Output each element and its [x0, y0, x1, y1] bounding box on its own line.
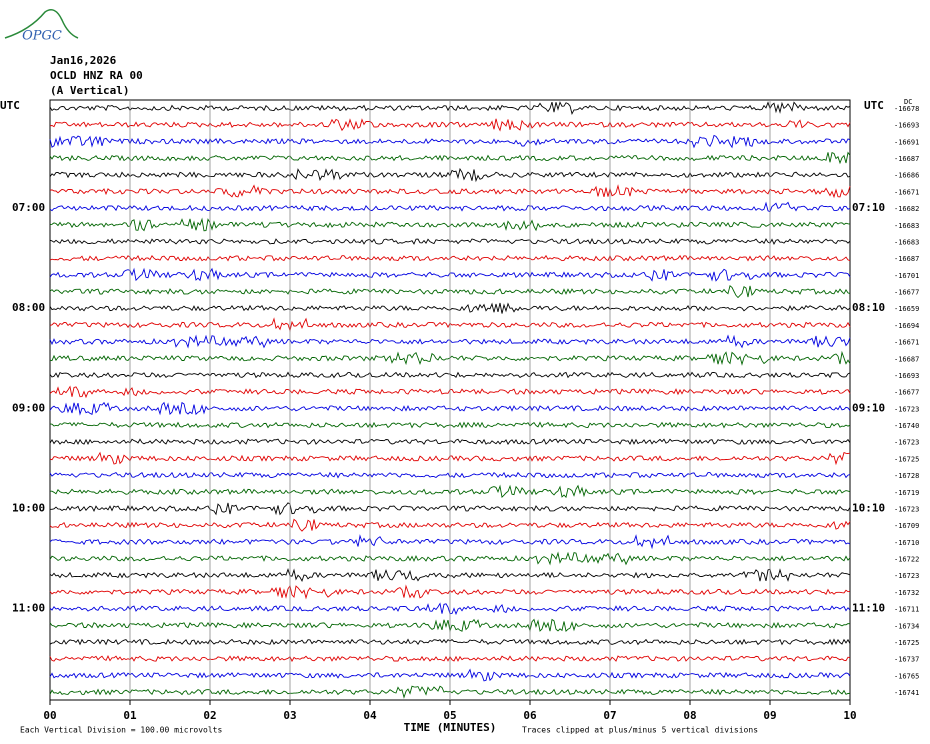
- x-tick-label: 08: [683, 709, 696, 722]
- x-tick-label: 01: [123, 709, 137, 722]
- x-tick-label: 03: [283, 709, 296, 722]
- dc-offset: -16701: [894, 272, 919, 280]
- left-axis-title: UTC: [0, 99, 20, 112]
- dc-offset: -16671: [894, 339, 919, 347]
- dc-offset: -16728: [894, 472, 919, 480]
- dc-offset: -16723: [894, 405, 919, 413]
- x-tick-label: 04: [363, 709, 377, 722]
- hour-label: 11:00: [12, 602, 45, 615]
- station: OCLD HNZ RA 00: [50, 69, 143, 82]
- dc-offset: -16723: [894, 572, 919, 580]
- logo: OPGC: [22, 29, 62, 44]
- x-tick-label: 10: [843, 709, 856, 722]
- dc-offset: -16725: [894, 455, 919, 463]
- dc-offset: -16709: [894, 522, 919, 530]
- dc-offset: -16737: [894, 656, 919, 664]
- hour-label: 08:10: [852, 301, 885, 314]
- date: Jan16,2026: [50, 54, 117, 67]
- dc-offset: -16765: [894, 672, 919, 680]
- dc-offset: -16694: [894, 322, 919, 330]
- dc-offset: -16678: [894, 105, 919, 113]
- dc-offset: -16734: [894, 622, 919, 630]
- hour-label: 07:10: [852, 201, 885, 214]
- x-axis-title: TIME (MINUTES): [404, 721, 497, 734]
- right-axis-title: UTC: [864, 99, 884, 112]
- dc-offset: -16693: [894, 122, 919, 130]
- dc-offset: -16723: [894, 505, 919, 513]
- dc-offset: -16693: [894, 372, 919, 380]
- dc-offset: -16722: [894, 556, 919, 564]
- dc-offset: -16659: [894, 305, 919, 313]
- x-tick-label: 00: [43, 709, 56, 722]
- x-tick-label: 07: [603, 709, 616, 722]
- dc-offset: -16741: [894, 689, 919, 697]
- dc-offset: -16711: [894, 606, 919, 614]
- hour-label: 09:10: [852, 401, 885, 414]
- component: (A Vertical): [50, 84, 129, 97]
- dc-offset: -16687: [894, 255, 919, 263]
- dc-offset: -16723: [894, 439, 919, 447]
- dc-offset: -16691: [894, 138, 919, 146]
- dc-offset: -16710: [894, 539, 919, 547]
- dc-offset: -16732: [894, 589, 919, 597]
- dc-offset: -16740: [894, 422, 919, 430]
- dc-offset: -16677: [894, 389, 919, 397]
- dc-offset: -16682: [894, 205, 919, 213]
- hour-label: 07:00: [12, 201, 45, 214]
- dc-offset: -16719: [894, 489, 919, 497]
- clip-note: Traces clipped at plus/minus 5 vertical …: [522, 726, 758, 735]
- hour-label: 09:00: [12, 401, 45, 414]
- dc-title: DC: [904, 98, 912, 106]
- hour-label: 08:00: [12, 301, 45, 314]
- hour-label: 11:10: [852, 602, 885, 615]
- dc-offset: -16677: [894, 289, 919, 297]
- dc-offset: -16683: [894, 222, 919, 230]
- dc-offset: -16725: [894, 639, 919, 647]
- x-tick-label: 05: [443, 709, 456, 722]
- x-tick-label: 02: [203, 709, 216, 722]
- scale-note: Each Vertical Division = 100.00 microvol…: [20, 726, 222, 735]
- hour-label: 10:00: [12, 501, 45, 514]
- x-tick-label: 06: [523, 709, 537, 722]
- x-tick-label: 09: [763, 709, 776, 722]
- dc-offset: -16687: [894, 355, 919, 363]
- dc-offset: -16683: [894, 238, 919, 246]
- logo-mark: [4, 9, 79, 39]
- dc-offset: -16686: [894, 172, 919, 180]
- dc-offset: -16671: [894, 188, 919, 196]
- dc-offset: -16687: [894, 155, 919, 163]
- hour-label: 10:10: [852, 501, 885, 514]
